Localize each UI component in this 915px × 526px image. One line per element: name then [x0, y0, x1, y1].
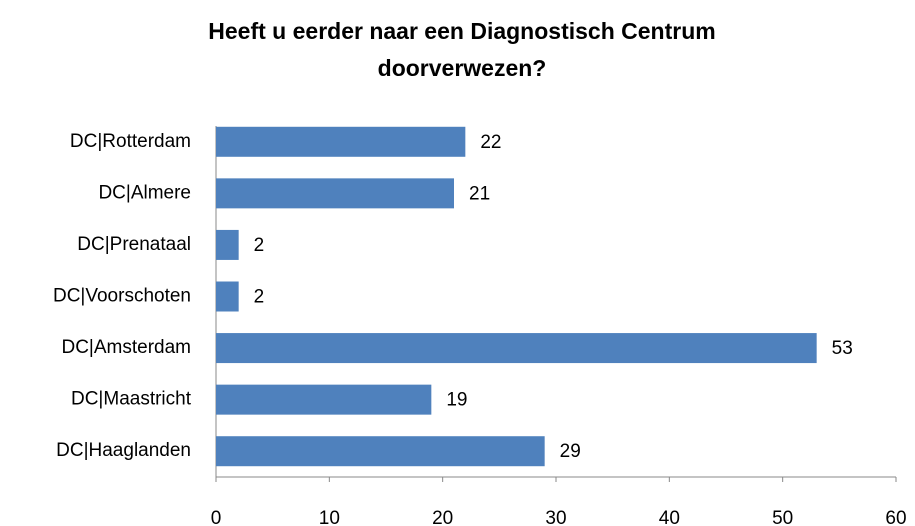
bar	[216, 436, 545, 467]
data-label: 22	[480, 132, 501, 153]
y-tick-label: DC|Voorschoten	[53, 286, 191, 307]
x-tick-label: 60	[885, 508, 906, 526]
data-label: 2	[254, 287, 265, 308]
x-tick-label: 50	[772, 508, 793, 526]
chart-title: Heeft u eerder naar een Diagnostisch Cen…	[208, 18, 715, 44]
data-label: 21	[469, 183, 490, 204]
bar	[216, 126, 466, 157]
bar	[216, 178, 454, 209]
bar	[216, 281, 239, 312]
data-label: 2	[254, 235, 265, 256]
y-tick-label: DC|Maastricht	[71, 389, 192, 410]
x-tick-label: 30	[545, 508, 566, 526]
x-tick-label: 20	[432, 508, 453, 526]
bar	[216, 229, 239, 260]
y-tick-label: DC|Rotterdam	[70, 131, 191, 152]
y-tick-label: DC|Haaglanden	[56, 440, 191, 461]
x-tick-label: 40	[659, 508, 680, 526]
chart-title: doorverwezen?	[378, 55, 547, 81]
data-label: 19	[446, 390, 467, 411]
data-label: 29	[560, 441, 581, 462]
y-tick-label: DC|Prenataal	[77, 234, 191, 255]
data-label: 53	[832, 338, 853, 359]
x-tick-label: 0	[211, 508, 222, 526]
bar	[216, 333, 817, 364]
y-tick-label: DC|Almere	[98, 182, 191, 203]
x-tick-label: 10	[319, 508, 340, 526]
bar	[216, 384, 432, 415]
y-tick-label: DC|Amsterdam	[61, 337, 191, 358]
